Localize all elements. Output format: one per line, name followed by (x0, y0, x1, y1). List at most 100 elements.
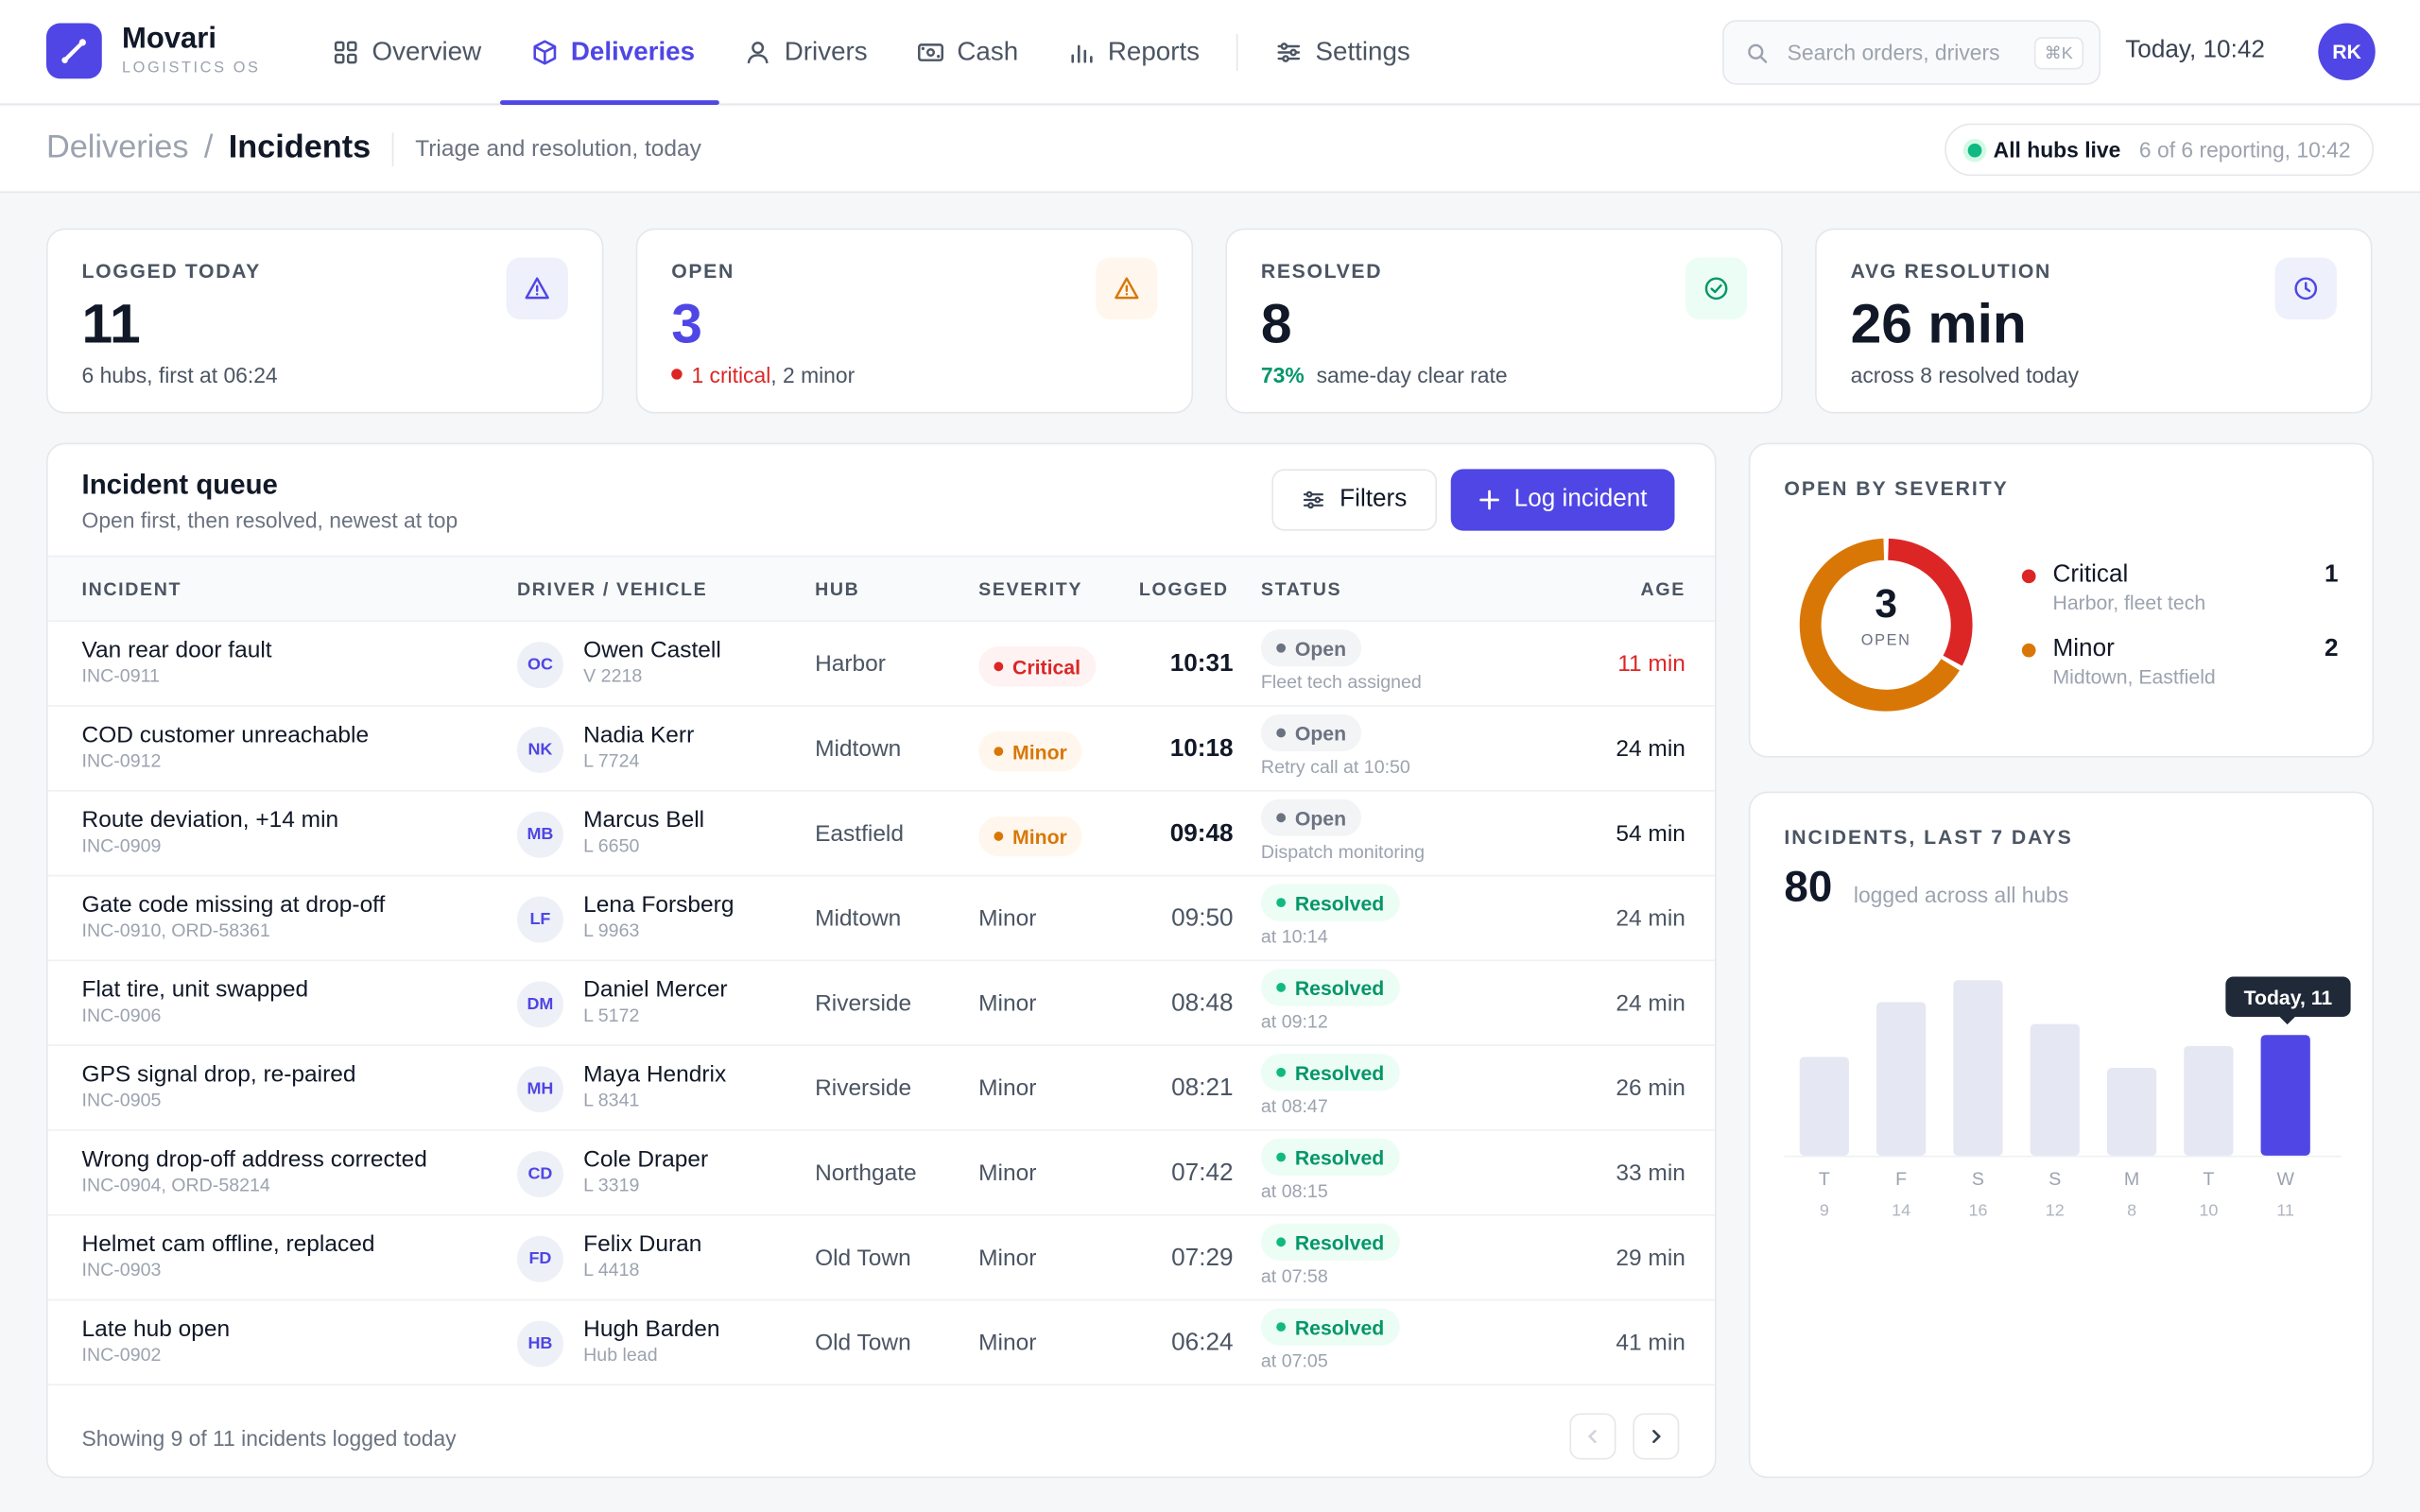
breadcrumb-parent[interactable]: Deliveries (45, 129, 189, 165)
column-severity[interactable]: SEVERITY (978, 578, 1083, 601)
vehicle-id: L 6650 (583, 834, 640, 857)
driver-avatar: LF (516, 896, 563, 943)
age-cell: 29 min (1616, 1245, 1685, 1272)
stat-note: 73% same-day clear rate (1261, 363, 1508, 387)
nav-overview[interactable]: Overview (332, 0, 506, 105)
column-driver[interactable]: DRIVER / VEHICLE (516, 578, 708, 601)
status-cell: Open Dispatch monitoring (1260, 799, 1425, 863)
hub-cell: Old Town (815, 1330, 911, 1357)
chevron-left-icon (1587, 1430, 1597, 1444)
bar-1[interactable] (1876, 1002, 1927, 1156)
incident-id: INC-0902 (81, 1344, 162, 1366)
brand-subtitle: LOGISTICS OS (121, 60, 261, 77)
status-label: Open (1294, 636, 1347, 660)
user-avatar[interactable]: RK (2318, 23, 2376, 80)
age-cell: 54 min (1616, 820, 1685, 848)
filters-button[interactable]: Filters (1271, 469, 1437, 531)
status-note: at 07:05 (1260, 1349, 1328, 1372)
status-badge: Resolved (1260, 1223, 1400, 1261)
incident-name[interactable]: Wrong drop-off address corrected (81, 1146, 427, 1173)
table-row[interactable]: Route deviation, +14 min INC-0909 MB Marcus… (47, 792, 1715, 877)
bar-value-label: 16 (1968, 1201, 1987, 1220)
column-incident[interactable]: INCIDENT (81, 578, 182, 601)
incident-cell: Late hub open INC-0902 (82, 1316, 231, 1366)
bar-4[interactable] (2106, 1068, 2157, 1156)
severity-dot (994, 662, 1004, 672)
vehicle-id: L 7724 (583, 749, 640, 772)
logged-time: 08:48 (1171, 990, 1234, 1017)
age-cell: 26 min (1616, 1074, 1685, 1102)
bar-0[interactable] (1799, 1057, 1849, 1156)
hubs-status-badge[interactable]: All hubs live 6 of 6 reporting, 10:42 (1944, 123, 2375, 177)
stat-critical-count: 1 critical (691, 362, 771, 387)
age-cell: 33 min (1616, 1160, 1685, 1187)
incident-name[interactable]: Van rear door fault (81, 637, 272, 664)
bar-5[interactable] (2184, 1045, 2234, 1156)
queue-subtitle: Open first, then resolved, newest at top (81, 507, 458, 533)
logged-time: 08:21 (1171, 1074, 1234, 1102)
table-row[interactable]: Flat tire, unit swapped INC-0906 DM Daniel … (47, 961, 1715, 1046)
bar-2[interactable] (1953, 980, 2003, 1156)
log-incident-button[interactable]: Log incident (1450, 469, 1675, 531)
donut-slice-minor[interactable] (1799, 538, 1960, 712)
age-cell: 11 min (1617, 650, 1685, 678)
driver-name: Nadia Kerr (583, 722, 695, 748)
severity-cell: Minor (978, 905, 1037, 933)
table-row[interactable]: Van rear door fault INC-0911 OC Owen Castel… (47, 622, 1715, 707)
severity-cell: Minor (978, 990, 1037, 1017)
nav-cash[interactable]: Cash (892, 0, 1043, 105)
incident-name[interactable]: Route deviation, +14 min (81, 806, 339, 833)
driver-name: Marcus Bell (583, 806, 705, 833)
severity-cell: Minor (978, 1160, 1037, 1187)
incident-id: INC-0903 (81, 1259, 162, 1281)
table-row[interactable]: COD customer unreachable INC-0912 NK Nadia … (47, 707, 1715, 792)
incident-name[interactable]: Gate code missing at drop-off (81, 891, 386, 919)
user-icon (747, 42, 769, 64)
status-dot (1276, 1322, 1287, 1332)
driver-avatar: HB (516, 1320, 563, 1367)
next-page-button[interactable] (1633, 1413, 1680, 1460)
incident-id: INC-0909 (81, 834, 162, 857)
bar-value-label: 8 (2127, 1201, 2136, 1220)
incident-cell: COD customer unreachable INC-0912 (82, 722, 370, 771)
bar-6[interactable] (2260, 1035, 2310, 1156)
search-input[interactable]: Search orders, drivers ⌘K (1722, 20, 2101, 85)
driver-cell: Daniel Mercer L 5172 (583, 976, 727, 1025)
severity-cell: Critical (978, 646, 1097, 687)
driver-avatar: DM (516, 981, 563, 1028)
nav-deliveries[interactable]: Deliveries (499, 0, 720, 106)
status-cell: Resolved at 08:47 (1260, 1054, 1400, 1118)
column-logged[interactable]: LOGGED (1138, 578, 1229, 601)
status-label: Resolved (1294, 975, 1385, 1000)
bar-3[interactable] (2030, 1023, 2080, 1156)
column-age[interactable]: AGE (1640, 578, 1685, 601)
incident-name[interactable]: Flat tire, unit swapped (81, 976, 309, 1004)
status-note: at 08:47 (1260, 1095, 1328, 1118)
incident-name[interactable]: COD customer unreachable (81, 722, 370, 748)
incident-name[interactable]: Helmet cam offline, replaced (81, 1230, 375, 1258)
column-status[interactable]: STATUS (1260, 578, 1342, 601)
table-row[interactable]: Helmet cam offline, replaced INC-0903 FD Fe… (47, 1216, 1715, 1301)
table-row[interactable]: Wrong drop-off address corrected INC-0904… (47, 1131, 1715, 1216)
column-hub[interactable]: HUB (815, 578, 860, 601)
prev-page-button[interactable] (1569, 1413, 1616, 1460)
donut-slice-critical[interactable] (1887, 538, 1973, 666)
table-row[interactable]: Gate code missing at drop-off INC-0910, O… (47, 876, 1715, 962)
nav-reports[interactable]: Reports (1043, 0, 1224, 105)
table-row[interactable]: Late hub open INC-0902 HB Hugh Barden Hub le… (47, 1300, 1715, 1386)
bar-value-label: 10 (2199, 1201, 2218, 1220)
status-label: Resolved (1294, 890, 1385, 915)
legend-dot (2021, 643, 2036, 658)
logo-icon[interactable] (45, 23, 102, 79)
bar-value-label: 11 (2276, 1201, 2294, 1220)
nav-drivers[interactable]: Drivers (719, 0, 892, 105)
open-by-severity-card: OPEN BY SEVERITY 3 OPEN Critical Harbor,… (1748, 442, 2375, 758)
table-row[interactable]: GPS signal drop, re-paired INC-0905 MH Maya… (47, 1046, 1715, 1131)
nav-divider (1236, 33, 1238, 72)
status-label: Resolved (1294, 1314, 1385, 1339)
incident-name[interactable]: GPS signal drop, re-paired (81, 1061, 356, 1089)
stat-label: AVG RESOLUTION (1850, 259, 2051, 283)
donut-total: 3 (1875, 579, 1897, 627)
incident-name[interactable]: Late hub open (81, 1315, 231, 1343)
nav-settings[interactable]: Settings (1251, 0, 1435, 105)
